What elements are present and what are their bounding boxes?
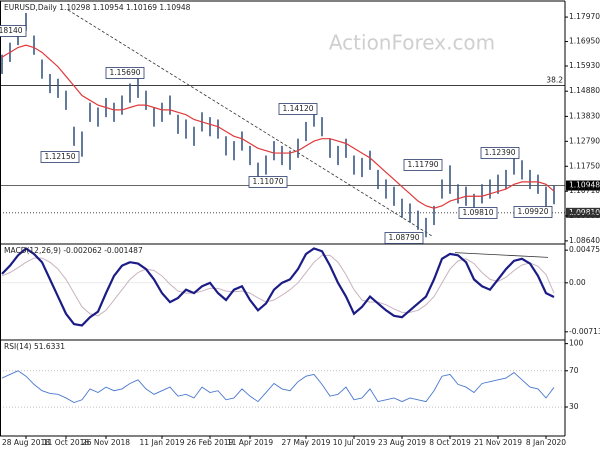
annotation-label: 1.12150 [44,152,75,161]
annotation-box [403,159,443,171]
annotation-box [480,147,520,159]
x-tick-label: 27 May 2019 [282,438,331,447]
watermark: ActionForex.com [329,31,495,55]
annotation-box [105,67,145,79]
price-box [566,180,600,191]
x-tick-label: 23 Aug 2019 [378,438,426,447]
y-tick-label: 0.00 [569,278,586,287]
y-tick-label: 1.16950 [569,37,600,46]
annotation-label: 1.09810 [462,208,493,217]
fib-label: 38.2 [546,75,563,84]
x-tick-label: 28 Aug 2018 [2,438,50,447]
chart-title: EURUSD,Daily 1.10298 1.10954 1.10169 1.1… [4,3,191,12]
annotation-box [458,207,498,219]
y-tick-label: 1.08640 [569,236,600,245]
annotation-label: 1.12390 [484,148,515,157]
macd-title: MACD(12,26,9) -0.002062 -0.001487 [4,246,143,255]
y-tick-label: 1.14880 [569,86,600,95]
x-tick-label: 21 Nov 2019 [474,438,522,447]
y-tick-label: -0.00713 [569,327,600,336]
y-tick-label: 1.13830 [569,111,600,120]
x-tick-label: 26 Nov 2018 [82,438,130,447]
moving-average [1,44,555,209]
x-tick-label: 8 Jan 2020 [526,438,566,447]
annotation-box [40,151,80,163]
y-tick-label: 1.09680 [569,211,600,220]
x-tick-label: 26 Feb 2019 [187,438,234,447]
annotation-label: 1.18140 [0,26,23,35]
y-tick-label: 70 [569,366,579,375]
y-tick-label: 100 [569,339,584,348]
y-tick-label: 1.10710 [569,186,600,195]
annotation-box [278,103,318,115]
rsi-title: RSI(14) 51.6331 [4,342,65,351]
x-tick-label: 11 Apr 2019 [227,438,274,447]
trendline [67,9,433,237]
x-tick-label: 11 Oct 2018 [43,438,90,447]
annotation-label: 1.11790 [407,160,438,169]
annotation-label: 1.15690 [109,68,140,77]
y-tick-label: 0.004756 [569,245,600,254]
macd-trendline [454,252,549,258]
annotation-label: 1.08790 [388,233,419,242]
price-box-label: 1.09810 [569,208,600,217]
x-tick-label: 11 Jan 2019 [140,438,185,447]
y-tick-label: 30 [569,402,579,411]
y-tick-label: 1.17970 [569,12,600,21]
price-box-label: 1.10948 [569,181,600,190]
y-tick-label: 1.12790 [569,136,600,145]
annotation-box [0,25,27,37]
annotation-box [248,176,288,188]
rsi-line [1,370,555,403]
price-box [566,207,600,218]
macd-line [1,247,555,327]
y-tick-label: 1.15930 [569,61,600,70]
y-tick-label: 1.11750 [569,161,600,170]
annotation-box [513,206,553,218]
annotation-label: 1.11070 [252,177,283,186]
annotation-label: 1.09920 [517,207,548,216]
plots [0,9,565,408]
annotation-label: 1.14120 [282,104,313,113]
x-tick-label: 8 Oct 2019 [429,438,471,447]
x-tick-label: 10 Jul 2019 [333,438,376,447]
annotation-box [384,232,424,244]
